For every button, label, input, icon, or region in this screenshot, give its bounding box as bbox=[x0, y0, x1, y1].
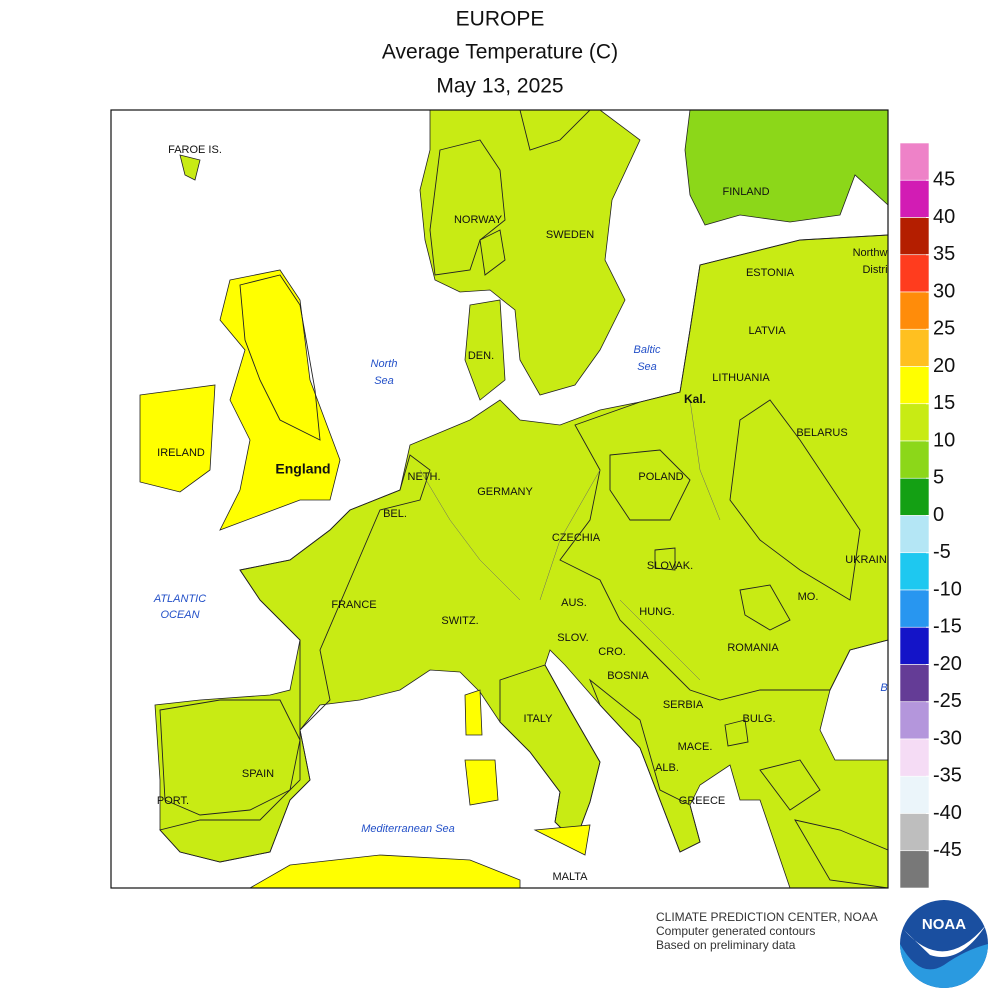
map-label: SPAIN bbox=[242, 768, 274, 780]
map-label: CZECHIA bbox=[552, 532, 601, 544]
legend-swatch bbox=[899, 589, 930, 628]
legend-swatch bbox=[899, 328, 930, 367]
map-label: HUNG. bbox=[639, 606, 674, 618]
map-label: AUS. bbox=[561, 597, 587, 609]
legend-tick-label: -15 bbox=[933, 616, 962, 638]
legend-tick-label: 15 bbox=[933, 392, 955, 414]
map-label: SLOVAK. bbox=[647, 560, 693, 572]
map-label: PORT. bbox=[157, 795, 189, 807]
title: EUROPE bbox=[456, 8, 545, 31]
credit-line: Based on preliminary data bbox=[656, 938, 796, 952]
date: May 13, 2025 bbox=[436, 75, 563, 98]
map-label: ALB. bbox=[655, 762, 679, 774]
map-label: SWEDEN bbox=[546, 229, 594, 241]
legend-swatch bbox=[899, 179, 930, 218]
map-label: LATVIA bbox=[748, 325, 786, 337]
map-labels: FAROE IS. NORWAY SWEDEN FINLAND ESTONIA … bbox=[153, 144, 888, 883]
legend-swatch bbox=[899, 477, 930, 516]
legend-tick-label: -45 bbox=[933, 839, 962, 861]
legend-swatch bbox=[899, 775, 930, 814]
legend-swatch bbox=[899, 850, 930, 889]
legend-tick-label: -40 bbox=[933, 802, 962, 824]
legend-tick-label: 25 bbox=[933, 318, 955, 340]
credit-line: Computer generated contours bbox=[656, 924, 815, 938]
sea-label: Baltic bbox=[634, 344, 661, 356]
legend-swatch bbox=[899, 440, 930, 479]
sea-label: North bbox=[371, 358, 398, 370]
map-label: ESTONIA bbox=[746, 267, 795, 279]
map-label: SLOV. bbox=[557, 632, 588, 644]
map-label: CRO. bbox=[598, 646, 626, 658]
legend-swatch bbox=[899, 552, 930, 591]
map-label: FINLAND bbox=[722, 186, 769, 198]
sea-label: Sea bbox=[374, 375, 394, 387]
map-label: DEN. bbox=[468, 350, 494, 362]
legend-swatch bbox=[899, 515, 930, 554]
legend-tick-label: 0 bbox=[933, 504, 944, 526]
map-label: POLAND bbox=[638, 471, 683, 483]
sea-label: ATLANTIC bbox=[153, 593, 206, 605]
map-label: BEL. bbox=[383, 508, 407, 520]
map-label: Kal. bbox=[684, 392, 706, 406]
map-label: MALTA bbox=[552, 871, 588, 883]
map-label: GERMANY bbox=[477, 486, 533, 498]
map-label: BELARUS bbox=[796, 427, 847, 439]
map-label: IRELAND bbox=[157, 447, 205, 459]
legend-tick-label: -20 bbox=[933, 653, 962, 675]
map-label: FAROE IS. bbox=[168, 144, 222, 156]
map-label: NORWAY bbox=[454, 214, 503, 226]
map-label: UKRAIN bbox=[845, 554, 887, 566]
legend-tick-label: 20 bbox=[933, 355, 955, 377]
map-label: Distri bbox=[862, 264, 887, 276]
legend-tick-label: 40 bbox=[933, 206, 955, 228]
legend-swatch bbox=[899, 217, 930, 256]
credit-line: CLIMATE PREDICTION CENTER, NOAA bbox=[656, 910, 878, 924]
legend-tick-label: -35 bbox=[933, 765, 962, 787]
legend-tick-label: 30 bbox=[933, 280, 955, 302]
map-label: LITHUANIA bbox=[712, 372, 770, 384]
map-label: England bbox=[275, 461, 330, 477]
legend-tick-label: -10 bbox=[933, 578, 962, 600]
map-label: GREECE bbox=[679, 795, 725, 807]
legend-swatch bbox=[899, 403, 930, 442]
legend-swatch bbox=[899, 664, 930, 703]
legend-tick-label: 10 bbox=[933, 429, 955, 451]
subtitle: Average Temperature (C) bbox=[382, 41, 618, 64]
sea-label: Mediterranean Sea bbox=[361, 823, 455, 835]
legend-swatch bbox=[899, 626, 930, 665]
legend-swatch bbox=[899, 701, 930, 740]
noaa-logo: NOAA bbox=[900, 900, 988, 988]
legend-swatch bbox=[899, 291, 930, 330]
legend-tick-label: -25 bbox=[933, 690, 962, 712]
map-label: MACE. bbox=[678, 741, 713, 753]
legend-tick-label: -30 bbox=[933, 727, 962, 749]
legend-tick-label: 35 bbox=[933, 243, 955, 265]
legend-swatch bbox=[899, 254, 930, 293]
map-label: Northw bbox=[853, 247, 888, 259]
legend-swatch bbox=[899, 738, 930, 777]
map-label: SERBIA bbox=[663, 699, 704, 711]
sea-label: OCEAN bbox=[160, 609, 199, 621]
sea-label: Sea bbox=[637, 361, 657, 373]
sea-label: B bbox=[880, 682, 887, 694]
map-label: FRANCE bbox=[331, 599, 376, 611]
legend-swatch bbox=[899, 813, 930, 852]
map-label: BULG. bbox=[742, 713, 775, 725]
map-label: SWITZ. bbox=[441, 615, 478, 627]
map-label: MO. bbox=[798, 591, 819, 603]
map-label: ITALY bbox=[524, 713, 554, 725]
map-label: NETH. bbox=[408, 471, 441, 483]
legend-tick-label: -5 bbox=[933, 541, 951, 563]
legend-swatch bbox=[899, 366, 930, 405]
logo-text: NOAA bbox=[922, 916, 966, 933]
map-label: BOSNIA bbox=[607, 670, 649, 682]
map bbox=[111, 110, 888, 888]
map-frame bbox=[110, 109, 889, 889]
legend-tick-label: 45 bbox=[933, 169, 955, 191]
legend-tick-label: 5 bbox=[933, 467, 944, 489]
legend-swatch bbox=[899, 142, 930, 181]
color-legend: 45 40 35 30 25 20 15 10 5 0 -5 -10 -15 -20 -25 -30 -35 -4… bbox=[899, 142, 962, 889]
map-label: ROMANIA bbox=[727, 642, 779, 654]
